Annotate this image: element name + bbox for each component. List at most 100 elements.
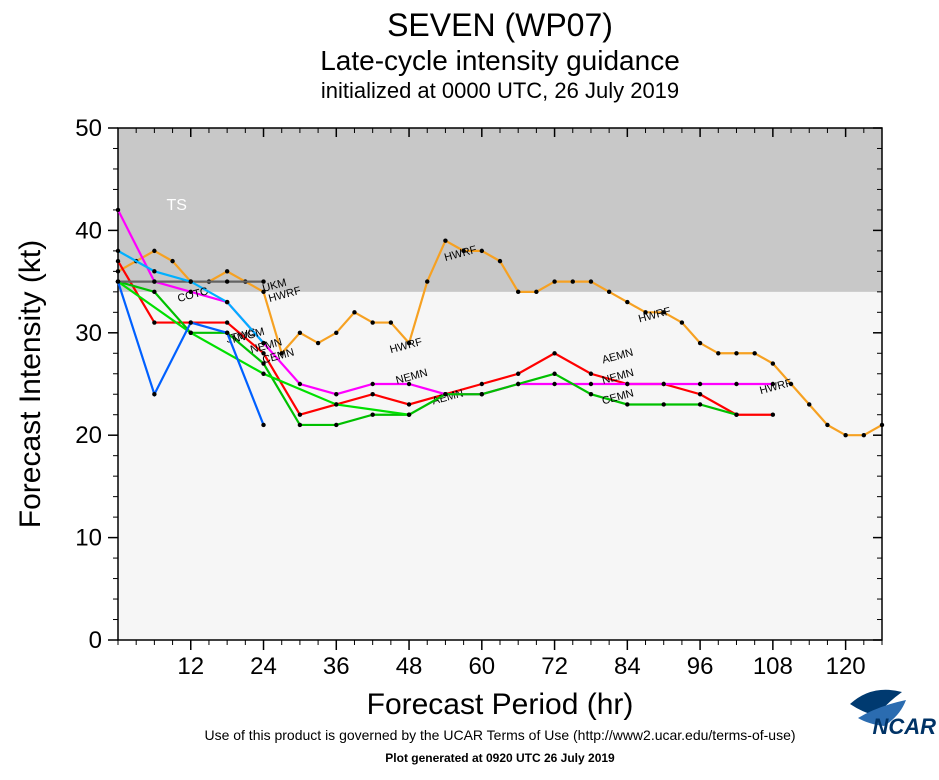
series-marker [662, 402, 666, 406]
series-marker [152, 249, 156, 253]
series-marker [261, 372, 265, 376]
y-tick-label: 30 [75, 320, 102, 347]
ts-label: TS [167, 197, 187, 214]
series-marker [261, 341, 265, 345]
x-tick-label: 12 [177, 653, 204, 680]
ts-threshold-band [118, 128, 882, 292]
series-marker [534, 290, 538, 294]
series-marker [734, 413, 738, 417]
series-marker [407, 413, 411, 417]
series-marker [589, 372, 593, 376]
series-marker [152, 392, 156, 396]
series-marker [480, 382, 484, 386]
y-tick-label: 50 [75, 115, 102, 142]
series-marker [116, 249, 120, 253]
series-marker [425, 279, 429, 283]
series-marker [552, 382, 556, 386]
series-marker [625, 402, 629, 406]
series-marker [771, 413, 775, 417]
x-tick-label: 108 [753, 653, 793, 680]
series-marker [698, 382, 702, 386]
chart-title: SEVEN (WP07) [387, 7, 613, 43]
series-marker [407, 402, 411, 406]
series-marker [316, 341, 320, 345]
series-marker [443, 392, 447, 396]
ncar-label: NCAR [872, 714, 936, 739]
series-marker [498, 259, 502, 263]
x-tick-label: 48 [396, 653, 423, 680]
series-marker [862, 433, 866, 437]
series-marker [443, 238, 447, 242]
x-tick-label: 60 [468, 653, 495, 680]
series-marker [152, 290, 156, 294]
series-marker [480, 249, 484, 253]
series-marker [807, 402, 811, 406]
series-marker [298, 382, 302, 386]
series-marker [334, 423, 338, 427]
series-marker [334, 402, 338, 406]
series-marker [298, 331, 302, 335]
series-marker [607, 290, 611, 294]
series-marker [698, 402, 702, 406]
intensity-guidance-chart: TS122436486072849610812001020304050HWRFH… [0, 0, 939, 780]
series-marker [734, 351, 738, 355]
x-tick-label: 96 [687, 653, 714, 680]
series-marker [825, 423, 829, 427]
series-marker [516, 382, 520, 386]
series-marker [698, 392, 702, 396]
series-marker [680, 320, 684, 324]
series-marker [334, 392, 338, 396]
series-marker [298, 423, 302, 427]
series-marker [843, 433, 847, 437]
y-axis-label: Forecast Intensity (kt) [14, 240, 47, 528]
series-marker [625, 382, 629, 386]
series-marker [189, 279, 193, 283]
series-marker [698, 341, 702, 345]
series-marker [116, 208, 120, 212]
series-marker [352, 310, 356, 314]
series-marker [189, 320, 193, 324]
series-marker [370, 382, 374, 386]
series-marker [625, 300, 629, 304]
series-marker [771, 382, 775, 386]
series-marker [334, 331, 338, 335]
series-marker [370, 320, 374, 324]
series-marker [225, 269, 229, 273]
series-marker [589, 382, 593, 386]
series-marker [480, 392, 484, 396]
series-marker [370, 392, 374, 396]
footer-terms: Use of this product is governed by the U… [204, 727, 795, 743]
y-tick-label: 40 [75, 217, 102, 244]
series-marker [152, 320, 156, 324]
series-marker [116, 269, 120, 273]
series-marker [298, 413, 302, 417]
series-marker [170, 259, 174, 263]
series-marker [225, 279, 229, 283]
series-marker [752, 351, 756, 355]
x-tick-label: 72 [541, 653, 568, 680]
series-marker [152, 269, 156, 273]
series-marker [716, 351, 720, 355]
x-tick-label: 24 [250, 653, 277, 680]
series-marker [225, 300, 229, 304]
series-marker [662, 382, 666, 386]
series-marker [771, 361, 775, 365]
series-marker [116, 279, 120, 283]
series-marker [116, 259, 120, 263]
x-tick-label: 84 [614, 653, 641, 680]
series-marker [225, 320, 229, 324]
series-marker [516, 290, 520, 294]
series-marker [734, 382, 738, 386]
y-tick-label: 0 [89, 627, 102, 654]
series-marker [516, 372, 520, 376]
x-tick-label: 120 [826, 653, 866, 680]
series-marker [189, 331, 193, 335]
series-marker [225, 331, 229, 335]
series-marker [880, 423, 884, 427]
chart-subtitle: Late-cycle intensity guidance [320, 45, 680, 76]
series-marker [589, 279, 593, 283]
series-marker [261, 423, 265, 427]
series-marker [370, 413, 374, 417]
y-tick-label: 20 [75, 422, 102, 449]
series-marker [571, 279, 575, 283]
